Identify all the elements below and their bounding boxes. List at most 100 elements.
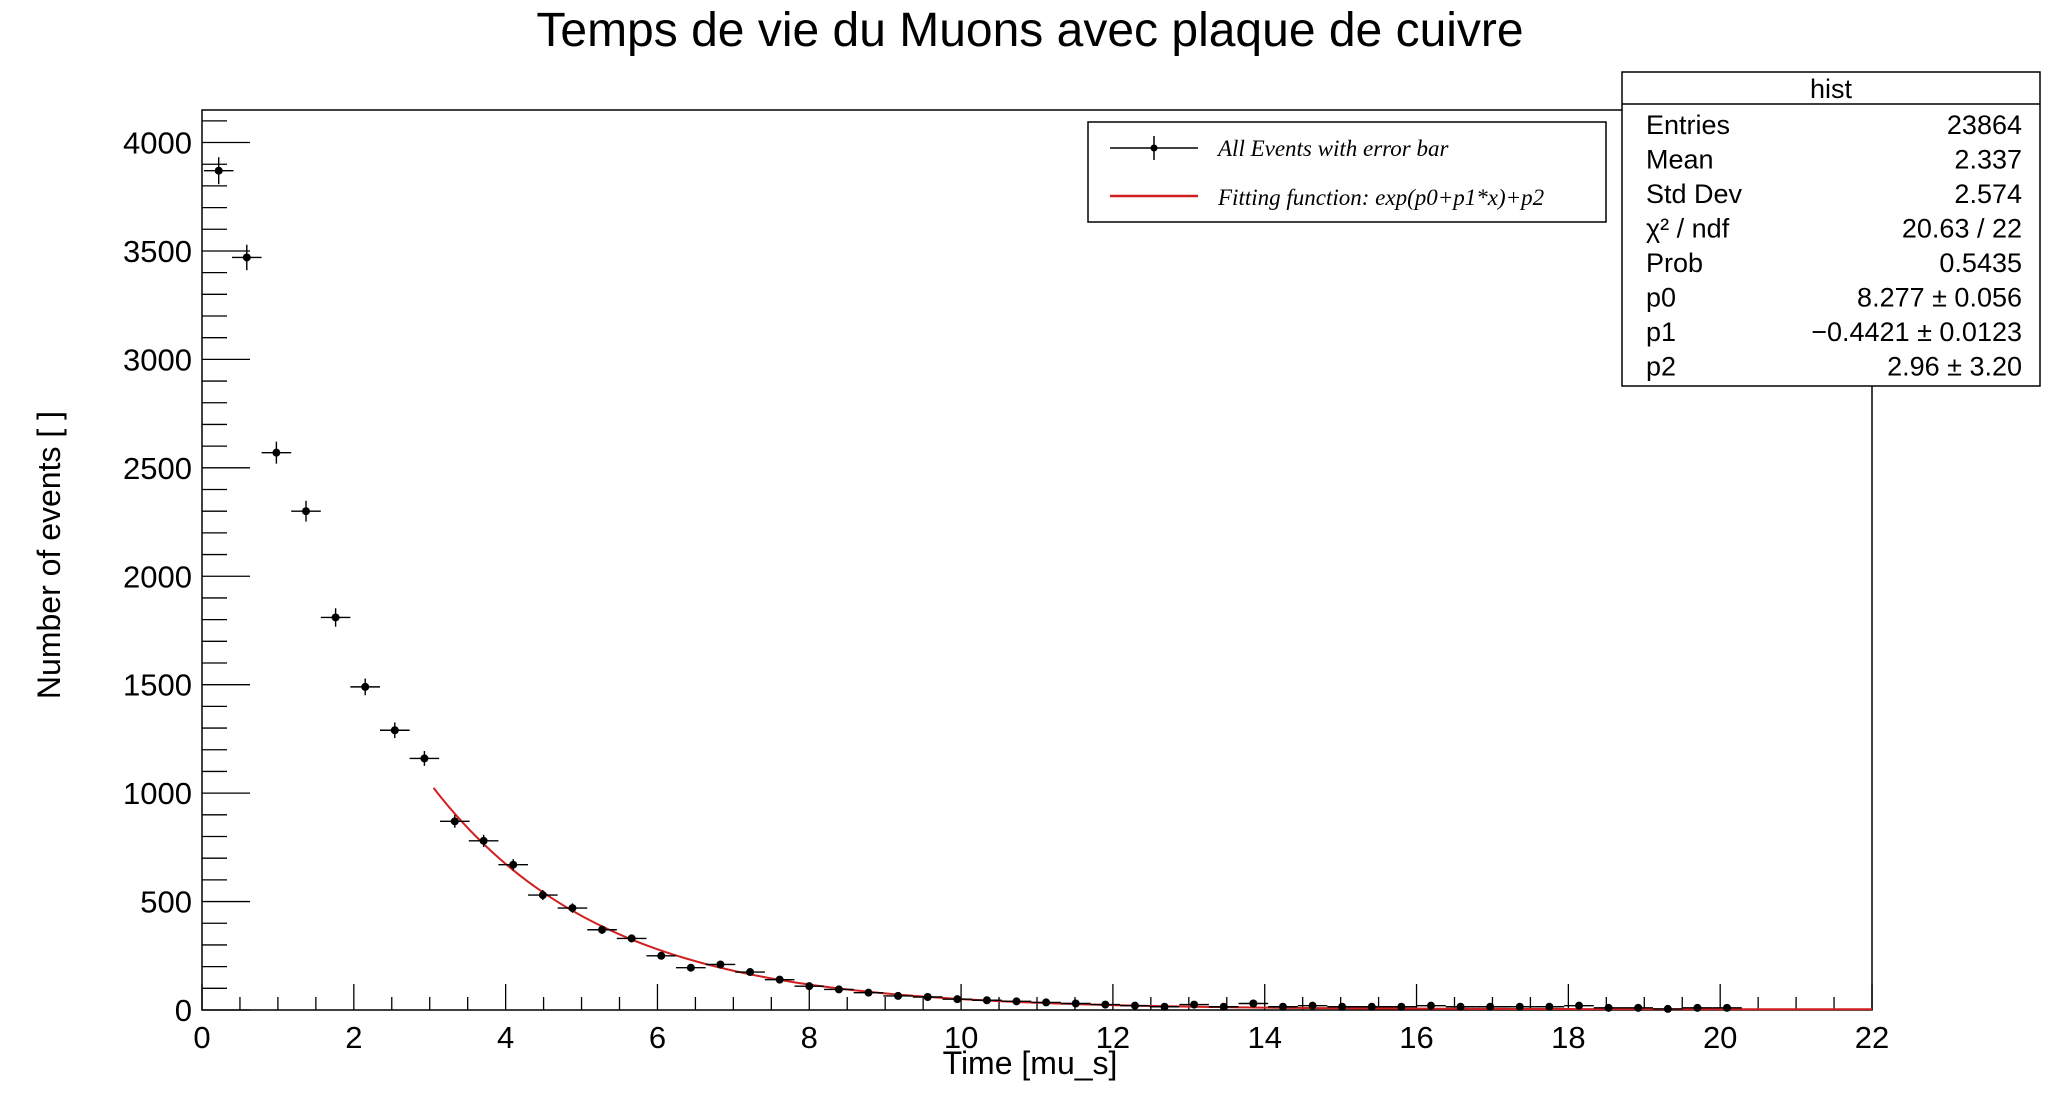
data-point [1238, 999, 1269, 1008]
data-point-marker [1042, 998, 1051, 1007]
data-point-marker [450, 817, 459, 826]
data-points-layer [203, 157, 1742, 1013]
data-point [1475, 1002, 1505, 1011]
data-point [1593, 1003, 1624, 1012]
x-tick-label: 8 [801, 1020, 818, 1055]
data-point-marker [657, 951, 666, 960]
data-point-marker [1663, 1004, 1672, 1013]
data-point-marker [568, 904, 577, 913]
data-point-marker [1071, 999, 1080, 1008]
data-point-marker [923, 992, 932, 1001]
data-point-marker [1397, 1002, 1406, 1011]
data-point [380, 722, 410, 739]
data-point-marker [716, 960, 725, 969]
data-point [616, 934, 647, 943]
data-point-marker [1456, 1002, 1465, 1011]
legend-entry-fit: Fitting function: exp(p0+p1*x)+p2 [1217, 185, 1544, 210]
data-point [1623, 1003, 1654, 1012]
x-tick-label: 0 [193, 1020, 210, 1055]
data-point [203, 157, 234, 185]
data-point [1179, 1000, 1209, 1009]
data-point-marker [1130, 1001, 1139, 1010]
stats-row-label: p2 [1646, 352, 1676, 382]
legend-box [1087, 121, 1607, 223]
data-point-marker [301, 507, 310, 516]
data-point-marker [686, 963, 695, 972]
data-point [1090, 1000, 1121, 1009]
data-point-marker [1278, 1002, 1287, 1011]
stats-title: hist [1810, 74, 1853, 104]
data-point-marker [746, 968, 755, 977]
data-point [1149, 1002, 1180, 1011]
stats-box-frame [1621, 71, 2041, 387]
chart-title: Temps de vie du Muons avec plaque de cui… [536, 4, 1523, 57]
data-point [1504, 1002, 1535, 1011]
legend: All Events with error bar Fitting functi… [1087, 121, 1607, 223]
stats-row-value: 23864 [1947, 110, 2022, 140]
data-point-marker [420, 754, 429, 763]
data-point [1416, 1001, 1446, 1010]
x-axis: 0 2 4 6 8 10 12 14 16 18 20 22 [193, 984, 1889, 1055]
stats-row-value: 2.574 [1954, 179, 2022, 209]
stats-row-label: p0 [1646, 283, 1676, 313]
data-point [705, 960, 736, 969]
data-point-marker [1190, 1000, 1199, 1009]
data-point-marker [953, 995, 962, 1004]
data-point-marker [1101, 1000, 1110, 1009]
data-point [1712, 1003, 1742, 1012]
data-point [824, 985, 854, 994]
data-point [1297, 1001, 1328, 1010]
data-point-marker [775, 975, 784, 984]
stats-row-value: 20.63 / 22 [1902, 214, 2022, 244]
data-point-marker [1545, 1002, 1554, 1011]
fit-curve-line [432, 787, 1873, 1011]
y-axis: 0 500 1000 1500 2000 2500 3000 3500 4000 [123, 120, 250, 1028]
stats-row-value: 0.5435 [1939, 248, 2022, 278]
data-point-marker [1693, 1003, 1702, 1012]
y-axis-label: Number of events [ ] [31, 411, 67, 699]
data-point [528, 890, 558, 901]
data-point-marker [1723, 1003, 1732, 1012]
data-point [1653, 1004, 1683, 1013]
stats-row-label: χ² / ndf [1646, 214, 1730, 244]
data-point-marker [1574, 1001, 1583, 1010]
data-point [1001, 997, 1032, 1006]
data-point [231, 244, 262, 271]
stats-row-label: Mean [1646, 145, 1714, 175]
data-point-marker [894, 991, 903, 1000]
data-point [1120, 1001, 1150, 1010]
stats-row-label: Std Dev [1646, 179, 1743, 209]
data-point-marker [242, 253, 251, 262]
y-tick-label: 2500 [123, 451, 192, 486]
data-point-marker [1486, 1002, 1495, 1011]
data-point-marker [1308, 1001, 1317, 1010]
stats-row-label: Entries [1646, 110, 1730, 140]
data-point [439, 814, 470, 828]
data-point-marker [538, 891, 547, 900]
y-tick-label: 1500 [123, 668, 192, 703]
data-point [764, 975, 795, 984]
data-point [498, 859, 529, 871]
data-point [853, 988, 884, 997]
x-tick-label: 4 [497, 1020, 514, 1055]
data-point-marker [1160, 1002, 1169, 1011]
fit-curve-layer [432, 787, 1873, 1011]
stats-row-label: p1 [1646, 317, 1676, 347]
x-tick-label: 16 [1399, 1020, 1433, 1055]
data-point [261, 441, 292, 464]
data-point-marker [331, 613, 340, 622]
x-tick-label: 18 [1551, 1020, 1585, 1055]
data-point [1356, 1002, 1387, 1011]
stats-row-value: 2.337 [1954, 145, 2022, 175]
stats-rows: Entries 23864 Mean 2.337 Std Dev 2.574 χ² / nd… [1646, 110, 2022, 382]
data-point [409, 751, 440, 766]
data-point [1682, 1003, 1713, 1012]
data-point-marker [834, 985, 843, 994]
data-point-marker [1604, 1003, 1613, 1012]
data-point [1208, 1002, 1239, 1011]
stats-box: hist Entries 23864 Mean 2.337 Std Dev 2.574 χ²… [1621, 71, 2041, 387]
data-point-marker [864, 988, 873, 997]
x-tick-label: 22 [1855, 1020, 1889, 1055]
y-tick-label: 4000 [123, 126, 192, 161]
data-point-marker [598, 925, 607, 934]
